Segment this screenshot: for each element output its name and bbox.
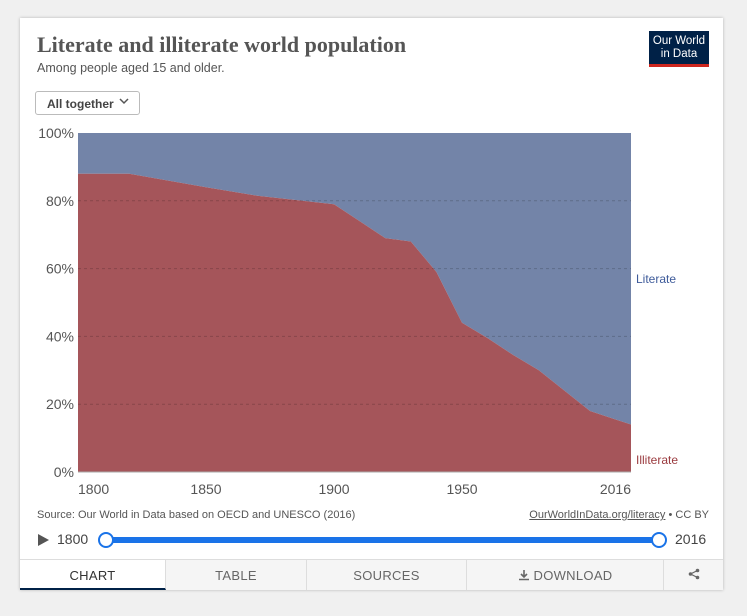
timeline-start-label: 1800 — [57, 531, 89, 547]
tab-table[interactable]: TABLE — [166, 560, 307, 590]
area-chart: 0% 20% 40% 60% 80% 100% 1800 1850 1900 1950 2016 Li… — [38, 125, 678, 497]
download-icon — [518, 570, 529, 581]
series-area-illiterate — [78, 173, 631, 472]
series-label-illiterate: Illiterate — [636, 453, 678, 467]
chart-card: Literate and illiterate world population… — [20, 18, 723, 590]
series-label-literate: Literate — [636, 272, 676, 286]
logo-line-1: Our World — [652, 35, 706, 47]
timeline-end-label: 2016 — [675, 531, 707, 547]
x-tick-label: 1900 — [318, 481, 349, 497]
play-icon[interactable] — [38, 534, 49, 546]
tab-chart[interactable]: CHART — [20, 560, 166, 590]
y-tick-label: 60% — [46, 261, 74, 277]
display-mode-dropdown[interactable]: All together — [35, 91, 140, 115]
tab-sources[interactable]: SOURCES — [307, 560, 467, 590]
display-mode-value: All together — [47, 97, 114, 111]
chevron-down-icon — [119, 98, 129, 105]
source-url: OurWorldInData.org/literacy • CC BY — [529, 509, 709, 521]
source-note: Source: Our World in Data based on OECD … — [37, 509, 356, 521]
timeline-end-handle[interactable] — [651, 532, 667, 548]
logo-line-2: in Data — [660, 48, 698, 60]
series-area-literate — [78, 133, 631, 425]
timeline-start-handle[interactable] — [98, 532, 114, 548]
y-tick-label: 0% — [54, 464, 74, 480]
owid-logo[interactable]: Our World in Data — [649, 31, 709, 67]
y-tick-label: 40% — [46, 328, 74, 344]
license-text: • CC BY — [665, 509, 709, 521]
x-tick-label: 2016 — [600, 481, 631, 497]
timeline-track[interactable] — [106, 537, 659, 543]
tab-download-label: DOWNLOAD — [533, 568, 613, 583]
y-tick-label: 80% — [46, 193, 74, 209]
x-tick-label: 1950 — [446, 481, 477, 497]
x-tick-label: 1800 — [78, 481, 109, 497]
y-tick-label: 100% — [38, 125, 74, 141]
x-tick-label: 1850 — [190, 481, 221, 497]
tab-bar: CHART TABLE SOURCES DOWNLOAD — [20, 559, 723, 590]
share-icon — [688, 568, 699, 580]
tab-download[interactable]: DOWNLOAD — [467, 560, 664, 590]
chart-title: Literate and illiterate world population — [37, 32, 407, 57]
timeline: 1800 2016 — [20, 527, 723, 553]
y-tick-label: 20% — [46, 396, 74, 412]
chart-subtitle: Among people aged 15 and older. — [37, 61, 225, 75]
source-link[interactable]: OurWorldInData.org/literacy — [529, 509, 666, 521]
share-button[interactable] — [664, 560, 723, 590]
